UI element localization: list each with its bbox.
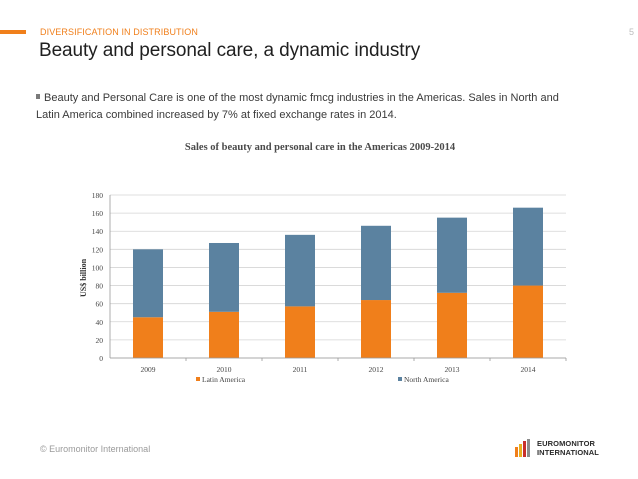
bullet-text: Beauty and Personal Care is one of the m… (36, 90, 596, 124)
y-tick-label: 120 (92, 245, 104, 254)
section-label: DIVERSIFICATION IN DISTRIBUTION (40, 27, 198, 37)
logo-line-2: INTERNATIONAL (537, 448, 599, 457)
legend-swatch (196, 377, 200, 381)
header-accent-bar (0, 30, 26, 34)
euromonitor-logo: EUROMONITOR INTERNATIONAL (514, 437, 604, 459)
bar-north-america-2010 (209, 242, 239, 312)
bar-latin-america-2012 (361, 300, 391, 358)
gridlines (110, 194, 566, 359)
bullet-line-2: Latin America combined increased by 7% a… (36, 109, 397, 121)
y-tick-label: 80 (96, 282, 104, 291)
bar-latin-america-2010 (209, 311, 239, 358)
bar-north-america-2013 (437, 217, 467, 293)
y-tick-label: 100 (92, 263, 104, 272)
y-tick-label: 20 (96, 336, 104, 345)
x-tick-label: 2013 (445, 365, 460, 374)
y-axis-label: US$ billion (79, 258, 88, 297)
bar-latin-america-2013 (437, 292, 467, 358)
legend: Latin America North America (196, 375, 449, 384)
legend-label: Latin America (202, 375, 246, 384)
y-tick-label: 0 (99, 354, 103, 363)
bar-north-america-2012 (361, 225, 391, 301)
y-tick-label: 40 (96, 318, 104, 327)
logo-line-1: EUROMONITOR (537, 439, 596, 448)
bullet-line-1: Beauty and Personal Care is one of the m… (44, 92, 559, 104)
y-tick-label: 160 (92, 209, 104, 218)
bar-north-america-2014 (513, 207, 543, 286)
bars (133, 207, 543, 358)
logo-mark-icon (515, 439, 530, 457)
x-tick-label: 2010 (217, 365, 232, 374)
slide-title: Beauty and personal care, a dynamic indu… (39, 40, 421, 61)
x-tick-label: 2014 (521, 365, 536, 374)
x-tick-label: 2009 (141, 365, 156, 374)
bar-latin-america-2011 (285, 306, 315, 358)
bar-latin-america-2009 (133, 317, 163, 358)
page-number: 5 (628, 27, 634, 37)
legend-swatch (398, 377, 402, 381)
legend-label: North America (404, 375, 449, 384)
bullet-square-icon (36, 94, 40, 99)
copyright-text: © Euromonitor International (40, 444, 151, 454)
x-tick-label: 2011 (293, 365, 308, 374)
bar-north-america-2009 (133, 249, 163, 318)
chart-title: Sales of beauty and personal care in the… (185, 142, 456, 153)
y-tick-label: 140 (92, 227, 104, 236)
y-tick-label: 180 (92, 191, 104, 200)
bar-latin-america-2014 (513, 285, 543, 358)
bar-north-america-2011 (285, 234, 315, 307)
y-tick-label: 60 (96, 300, 104, 309)
x-tick-label: 2012 (369, 365, 384, 374)
axes: 0 20 40 60 80 100 120 140 160 180 2009 2010 2011 2012… (92, 191, 567, 374)
